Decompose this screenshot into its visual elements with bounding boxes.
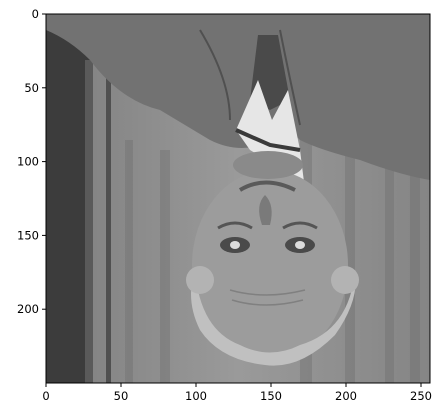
jacket (46, 14, 430, 180)
y-tick-label: 100 (17, 155, 39, 169)
head (192, 170, 348, 360)
x-tick-label: 50 (114, 389, 129, 403)
x-axis-ticks: 0 50 100 150 200 250 (42, 383, 432, 403)
x-tick-label: 200 (335, 389, 357, 403)
x-tick-label: 0 (42, 389, 49, 403)
axes-frame (45, 13, 431, 384)
y-tick-label: 200 (17, 302, 39, 316)
nose (259, 195, 272, 225)
y-tick-label: 150 (17, 228, 39, 242)
dark-door-frame (46, 14, 91, 383)
x-tick-label: 100 (185, 389, 207, 403)
x-tick-label: 250 (410, 389, 432, 403)
y-tick-label: 50 (24, 81, 39, 95)
y-axis-ticks: 0 50 100 150 200 (17, 7, 46, 316)
mouth (238, 180, 296, 192)
y-tick-label: 0 (32, 7, 39, 21)
x-tick-label: 150 (260, 389, 282, 403)
photo (46, 14, 430, 383)
hair (191, 270, 356, 366)
